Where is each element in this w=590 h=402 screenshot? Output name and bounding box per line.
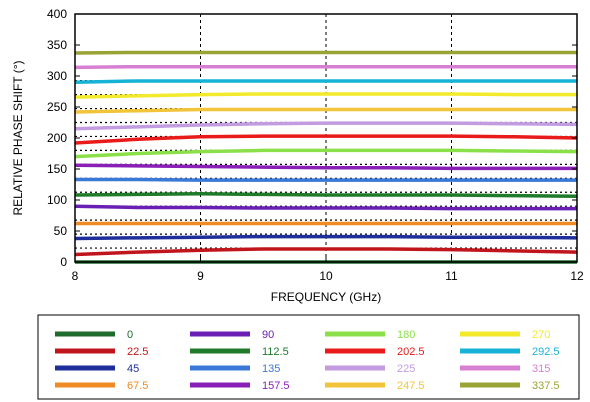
legend-label: 157.5	[262, 380, 290, 392]
y-tick-label: 350	[47, 38, 67, 52]
series-line-180	[74, 148, 578, 159]
x-tick-label: 11	[445, 269, 458, 283]
y-tick-label: 0	[60, 255, 67, 269]
legend-label: 315	[532, 363, 550, 375]
legend-label: 337.5	[532, 380, 560, 392]
y-tick-label: 100	[47, 193, 67, 207]
y-tick-label: 150	[47, 162, 67, 176]
y-tick-label: 200	[47, 131, 67, 145]
series-line-112-5	[74, 192, 578, 199]
legend-label: 112.5	[262, 346, 289, 358]
series-line-45	[74, 234, 578, 241]
series-line-202-5	[74, 134, 578, 145]
series-line-337-5	[74, 50, 577, 55]
y-tick-label: 250	[47, 100, 67, 114]
y-axis-ticks: 0 50 100 150 200 250 300 350 400	[47, 7, 577, 269]
series-line-90	[74, 204, 577, 211]
legend-label: 247.5	[397, 380, 425, 392]
series-line-225	[74, 121, 578, 131]
y-tick-label: 400	[47, 7, 67, 21]
series-line-135	[75, 177, 577, 182]
legend-label: 90	[262, 329, 274, 341]
series-line-247-5	[74, 107, 577, 114]
x-tick-label: 8	[72, 269, 79, 283]
x-axis-ticks: 8 9 10 11 12	[72, 257, 584, 283]
legend-label: 225	[397, 363, 415, 375]
plot-area	[74, 13, 578, 264]
legend-label: 67.5	[127, 380, 148, 392]
legend-label: 180	[397, 329, 415, 341]
y-tick-label: 300	[47, 69, 67, 83]
x-tick-label: 10	[319, 269, 333, 283]
legend: 0 22.5 45 67.5 90 112.5 135 157.5 180 202.5 225 247…	[37, 314, 580, 400]
x-axis-title: FREQUENCY (GHz)	[271, 290, 381, 304]
y-tick-label: 50	[54, 224, 68, 238]
x-tick-label: 12	[570, 269, 584, 283]
legend-label: 202.5	[397, 346, 425, 358]
series-line-292-5	[74, 79, 577, 84]
legend-label: 0	[127, 329, 133, 341]
legend-label: 270	[532, 329, 550, 341]
y-axis-title: RELATIVE PHASE SHIFT (°)	[11, 60, 25, 215]
legend-label: 135	[262, 363, 280, 375]
legend-label: 22.5	[127, 346, 148, 358]
legend-label: 45	[127, 363, 139, 375]
series-line-22-5	[74, 247, 578, 257]
series-line-157-5	[74, 163, 577, 171]
legend-label: 292.5	[532, 346, 560, 358]
x-tick-label: 9	[197, 269, 204, 283]
series-line-270	[74, 92, 577, 99]
series-line-315	[74, 64, 577, 70]
